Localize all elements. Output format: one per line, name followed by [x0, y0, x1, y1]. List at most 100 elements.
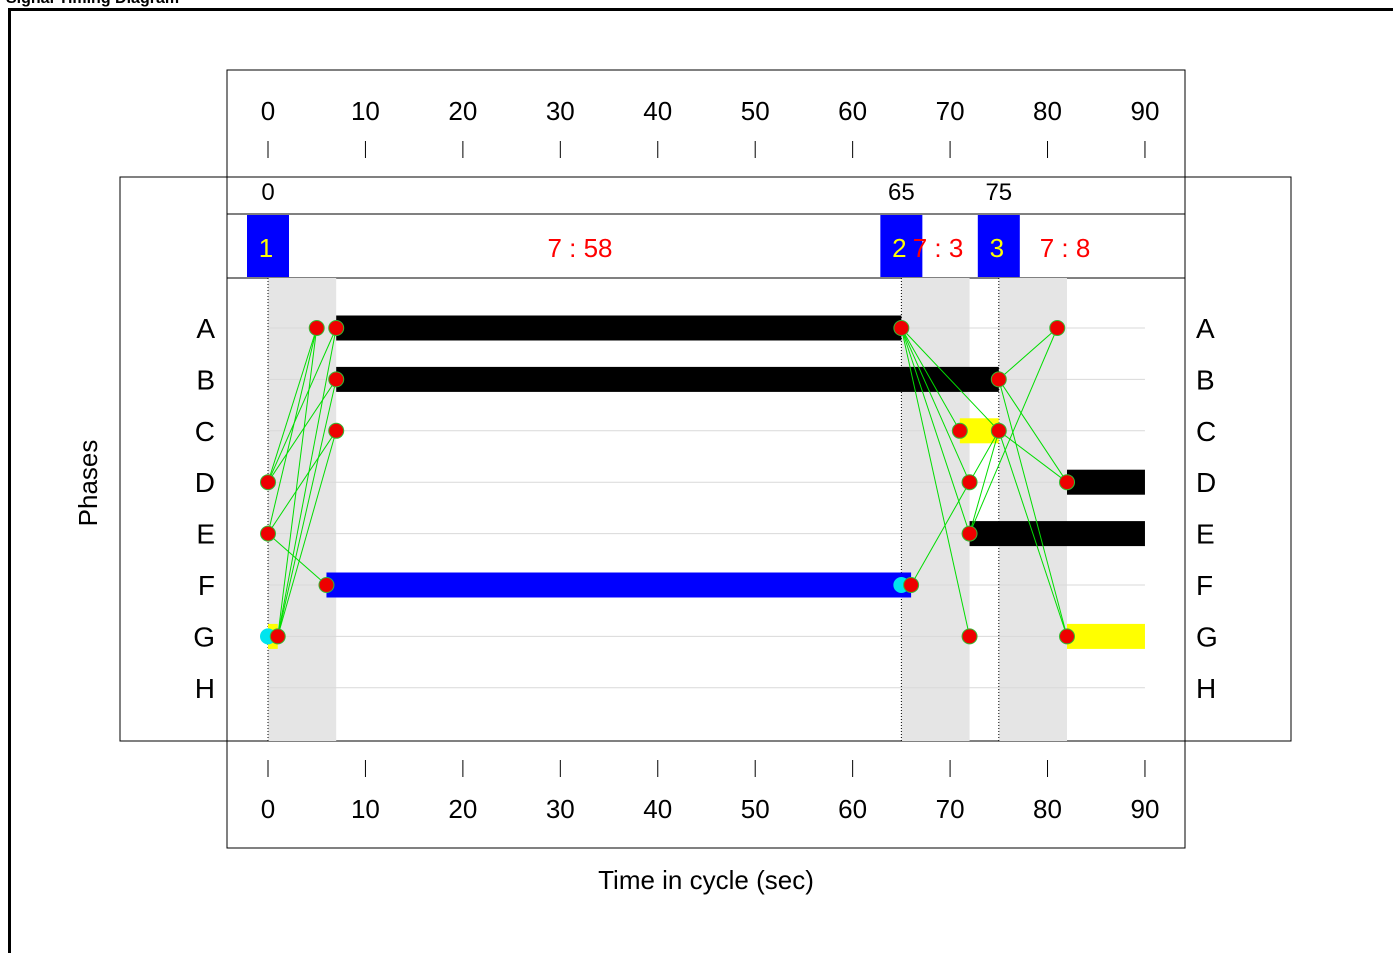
phase-label-right-g: G	[1196, 621, 1218, 652]
red-marker	[990, 371, 1007, 388]
link-line	[277, 327, 337, 637]
bottom-axis-tick-label: 60	[838, 794, 867, 824]
top-axis-tick-label: 80	[1033, 96, 1062, 126]
red-marker	[260, 525, 276, 542]
x-axis-label: Time in cycle (sec)	[598, 865, 814, 895]
link-line	[277, 327, 318, 637]
link-line	[267, 430, 337, 534]
link-line	[900, 327, 971, 637]
red-marker	[990, 422, 1007, 439]
stage-number-1: 1	[259, 233, 273, 263]
red-marker	[260, 474, 276, 491]
top-axis-tick-label: 20	[448, 96, 477, 126]
link-line	[267, 327, 337, 483]
link-line	[998, 379, 1068, 637]
top-axis-tick-label: 90	[1130, 96, 1159, 126]
phase-label-left-c: C	[195, 416, 215, 447]
red-marker	[328, 320, 345, 336]
red-marker	[961, 525, 978, 542]
barrier-time-label: 75	[985, 179, 1012, 206]
red-marker	[1059, 628, 1076, 645]
top-axis-tick-label: 30	[546, 96, 575, 126]
red-marker	[1049, 320, 1066, 336]
top-axis-tick-label: 70	[936, 96, 965, 126]
stages-layer: 1 7 : 58 2 7 : 3 3 7 : 8	[247, 215, 1090, 277]
red-marker	[328, 371, 345, 388]
bottom-axis-box	[226, 740, 1186, 849]
link-line	[998, 327, 1058, 380]
top-axis-tick-label: 50	[741, 96, 770, 126]
markers-layer	[260, 320, 1076, 645]
phase-label-left-h: H	[195, 673, 215, 704]
phase-labels-layer: A AB BC CD DE EF FG GH H	[193, 313, 1218, 704]
phase-bar-a	[336, 315, 902, 341]
stage-number-3: 3	[990, 233, 1004, 263]
link-line	[969, 327, 1058, 534]
barrier-time-label: 65	[888, 179, 915, 206]
red-marker	[893, 320, 910, 336]
link-line	[267, 533, 327, 586]
red-marker	[1059, 474, 1076, 491]
link-line	[969, 430, 1000, 534]
red-marker	[318, 577, 335, 593]
bottom-axis-tick-label: 20	[448, 794, 477, 824]
bottom-axis-tick-label: 80	[1033, 794, 1062, 824]
phase-label-right-e: E	[1196, 519, 1215, 550]
phase-label-right-c: C	[1196, 416, 1216, 447]
y-axis-label: Phases	[73, 440, 103, 527]
bottom-axis-tick-label: 30	[546, 794, 575, 824]
phase-label-right-f: F	[1196, 570, 1213, 601]
window-title: Signal Timing Diagram	[6, 0, 179, 8]
intergreen-shading-layer	[268, 278, 1068, 741]
link-line	[900, 327, 971, 534]
link-line	[267, 327, 318, 483]
phase-bar-f	[326, 572, 912, 598]
link-line	[900, 327, 971, 483]
stage-number-2: 2	[892, 233, 906, 263]
phase-label-left-e: E	[196, 519, 215, 550]
red-marker	[951, 422, 968, 439]
link-lines-layer	[267, 327, 1068, 637]
red-marker	[269, 628, 286, 645]
phase-bar-d	[1067, 469, 1145, 495]
phase-bar-e	[969, 521, 1145, 547]
top-axis-tick-label: 60	[838, 96, 867, 126]
phase-label-left-a: A	[196, 313, 215, 344]
phase-label-left-g: G	[193, 621, 215, 652]
red-marker	[961, 628, 978, 645]
bottom-axis-tick-label: 10	[351, 794, 380, 824]
phase-label-right-h: H	[1196, 673, 1216, 704]
phase-label-left-d: D	[195, 467, 215, 498]
top-axis-tick-label: 10	[351, 96, 380, 126]
phase-bars-layer	[268, 315, 1145, 649]
stage-timing-label-1: 7 : 58	[547, 233, 612, 263]
diagram-frame	[8, 8, 1393, 953]
link-line	[900, 327, 961, 432]
link-line	[900, 327, 1000, 432]
link-line	[267, 327, 318, 534]
bottom-axis-tick-label: 0	[261, 794, 275, 824]
stage-box-3	[977, 215, 1020, 277]
barrier-time-label: 0	[261, 179, 274, 206]
link-line	[910, 430, 1000, 586]
top-axis-tick-label: 40	[643, 96, 672, 126]
red-marker	[308, 320, 325, 336]
phase-label-right-a: A	[1196, 313, 1215, 344]
link-line	[277, 379, 337, 637]
link-line	[998, 379, 1068, 483]
red-marker	[961, 474, 978, 491]
intergreen-shade	[901, 278, 970, 741]
bottom-axis-tick-label: 90	[1130, 794, 1159, 824]
stage-timing-label-3: 7 : 8	[1040, 233, 1091, 263]
phase-bar-b	[336, 366, 999, 392]
top-axis-tick-label: 0	[261, 96, 275, 126]
phase-label-left-b: B	[196, 364, 215, 395]
link-line	[998, 430, 1068, 637]
bottom-axis-tick-label: 70	[936, 794, 965, 824]
bottom-axis-tick-label: 40	[643, 794, 672, 824]
phase-label-left-f: F	[198, 570, 215, 601]
phase-bar-g	[1067, 623, 1145, 649]
red-marker	[903, 577, 920, 593]
stage-box-2	[880, 215, 923, 277]
